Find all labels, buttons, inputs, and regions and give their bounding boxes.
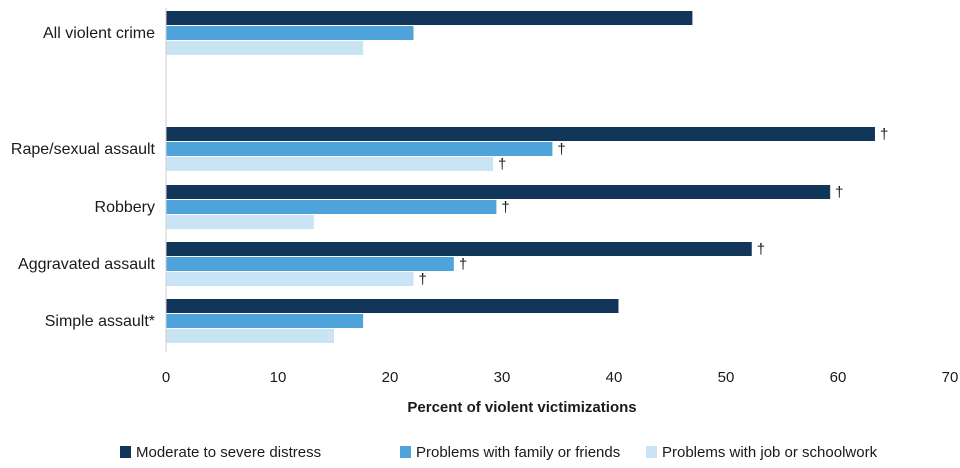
category-label: Rape/sexual assault [11, 141, 156, 158]
bars-layer: † † † † † † † † [166, 11, 888, 343]
x-tick-label: 30 [494, 369, 511, 386]
bar-1-2 [166, 127, 875, 141]
category-label: Simple assault* [45, 313, 155, 330]
bar-1-3 [166, 185, 831, 199]
bar-2-3 [166, 200, 497, 214]
category-labels: All violent crime Rape/sexual assault Robb… [11, 25, 156, 330]
significance-mark: † [880, 126, 888, 143]
x-tick-label: 0 [162, 369, 170, 386]
legend-label: Problems with job or schoolwork [662, 444, 878, 461]
significance-mark: † [757, 241, 765, 258]
category-label: All violent crime [43, 25, 155, 42]
x-tick-label: 40 [606, 369, 623, 386]
x-axis-ticks: 0 10 20 30 40 50 60 70 [162, 369, 959, 386]
legend-swatch [120, 446, 131, 458]
x-axis-label: Percent of violent victimizations [407, 399, 636, 416]
legend-swatch [646, 446, 657, 458]
bar-3-2 [166, 157, 494, 171]
bar-3-3 [166, 215, 314, 229]
significance-mark: † [498, 156, 506, 173]
bar-2-2 [166, 142, 553, 156]
bar-3-4 [166, 272, 414, 286]
bar-1-4 [166, 242, 752, 256]
legend-label: Problems with family or friends [416, 444, 620, 461]
bar-1-1 [166, 11, 693, 25]
x-tick-label: 60 [830, 369, 847, 386]
bar-3-1 [166, 41, 364, 55]
bar-2-4 [166, 257, 454, 271]
legend-label: Moderate to severe distress [136, 444, 321, 461]
significance-mark: † [419, 271, 427, 288]
bar-2-5 [166, 314, 364, 328]
significance-mark: † [557, 141, 565, 158]
x-tick-label: 10 [270, 369, 287, 386]
category-label: Robbery [95, 199, 155, 216]
bar-1-5 [166, 299, 619, 313]
category-label: Aggravated assault [18, 256, 156, 273]
x-tick-label: 50 [718, 369, 735, 386]
significance-mark: † [835, 184, 843, 201]
x-tick-label: 70 [942, 369, 959, 386]
significance-mark: † [459, 256, 467, 273]
significance-mark: † [501, 199, 509, 216]
bar-3-5 [166, 329, 334, 343]
bar-2-1 [166, 26, 414, 40]
legend: Moderate to severe distress Problems with… [120, 444, 878, 461]
legend-swatch [400, 446, 411, 458]
x-tick-label: 20 [382, 369, 399, 386]
